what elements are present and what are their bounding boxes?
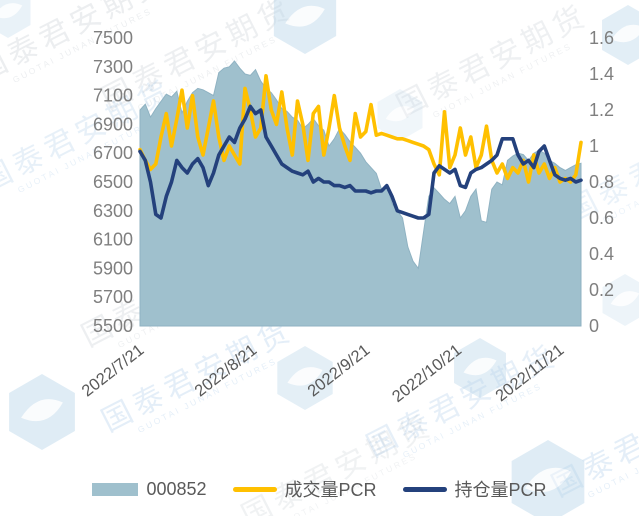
legend-label: 持仓量PCR: [454, 480, 547, 500]
x-axis-tick: 2022/10/21: [389, 341, 465, 406]
y-axis-left-tick: 7100: [93, 86, 133, 106]
y-axis-right-tick: 0.8: [589, 172, 614, 192]
x-axis-tick: 2022/9/21: [304, 341, 373, 400]
y-axis-left-tick: 6500: [93, 172, 133, 192]
legend-label: 000852: [146, 478, 207, 499]
oi-pcr-line: [138, 104, 583, 220]
y-axis-left: 7500 7300 7100 6900 6700 6500 6300 6100 5900 5700…: [93, 28, 133, 336]
y-axis-right-tick: 0.2: [589, 280, 614, 300]
x-axis-tick: 2022/8/21: [191, 341, 260, 400]
index-area-series: [139, 60, 582, 327]
y-axis-left-tick: 5700: [93, 287, 133, 307]
y-axis-right-tick: 1: [589, 136, 599, 156]
y-axis-left-tick: 7500: [93, 28, 133, 48]
y-axis-right-tick: 1.6: [589, 28, 614, 48]
legend-item-oi-pcr: 持仓量PCR: [402, 476, 547, 502]
x-axis-tick: 2022/7/21: [79, 341, 148, 400]
y-axis-right-tick: 0.6: [589, 208, 614, 228]
y-axis-left-tick: 5900: [93, 258, 133, 278]
y-axis-right-tick: 0.4: [589, 244, 614, 264]
y-axis-left-tick: 6900: [93, 114, 133, 134]
y-axis-left-tick: 6700: [93, 143, 133, 163]
y-axis-left-tick: 6100: [93, 230, 133, 250]
volume-pcr-line: [138, 74, 583, 184]
legend-item-000852: 000852: [92, 478, 207, 500]
x-axis: 2022/7/21 2022/8/21 2022/9/21 2022/10/21 202…: [79, 341, 568, 406]
line-swatch-icon: [232, 486, 277, 492]
y-axis-right-tick: 1.2: [589, 100, 614, 120]
y-axis-right: 1.6 1.4 1.2 1 0.8 0.6 0.4 0.2 0: [589, 28, 614, 336]
area-swatch-icon: [92, 482, 139, 496]
line-swatch-icon: [402, 486, 447, 492]
y-axis-left-tick: 6300: [93, 201, 133, 221]
y-axis-left-tick: 7300: [93, 57, 133, 77]
legend-item-volume-pcr: 成交量PCR: [232, 476, 377, 502]
y-axis-left-tick: 5500: [93, 316, 133, 336]
chart-legend: 000852 成交量PCR 持仓量PCR: [0, 476, 639, 502]
x-axis-tick: 2022/11/21: [492, 341, 567, 405]
legend-label: 成交量PCR: [284, 480, 377, 500]
y-axis-right-tick: 0: [589, 316, 599, 336]
y-axis-right-tick: 1.4: [589, 64, 614, 84]
